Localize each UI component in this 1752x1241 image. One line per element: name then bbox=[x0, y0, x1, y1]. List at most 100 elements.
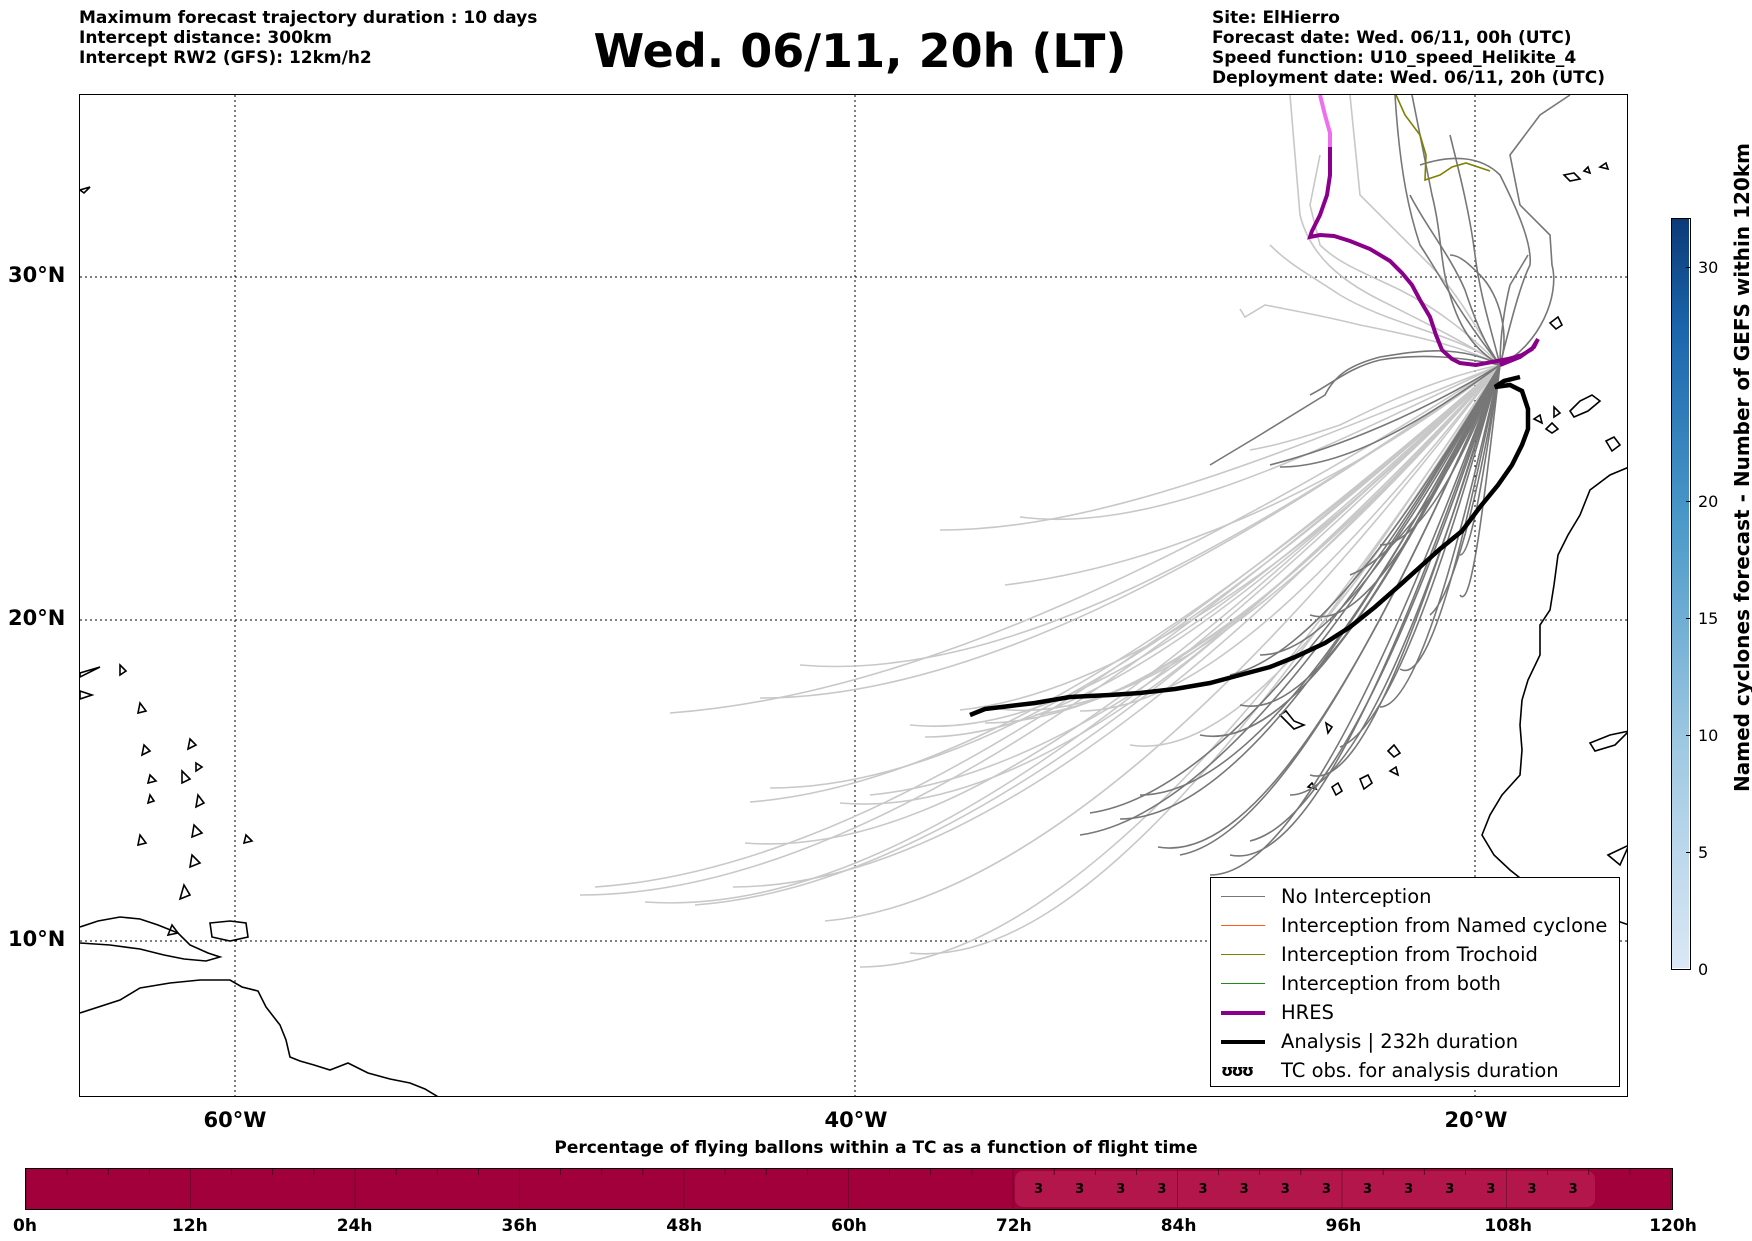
legend-swatch bbox=[1221, 983, 1265, 984]
progress-tick-label: 108h bbox=[1484, 1216, 1532, 1236]
coast-trinidad bbox=[209, 920, 249, 942]
coast-canary-islands bbox=[1532, 315, 1622, 453]
legend-label: No Interception bbox=[1281, 885, 1432, 908]
ensemble-track bbox=[1269, 364, 1501, 466]
legend-item-no-interception: No Interception bbox=[1221, 882, 1609, 911]
progress-tick-label: 60h bbox=[831, 1216, 867, 1236]
ensemble-track bbox=[1239, 364, 1501, 708]
progress-tick-label: 24h bbox=[336, 1216, 373, 1236]
ensemble-track bbox=[1209, 350, 1501, 466]
tc-percentage-cell: 3 bbox=[1321, 1181, 1331, 1197]
coast-cape-verde bbox=[1278, 709, 1402, 797]
site-text: Site: ElHierro bbox=[1212, 8, 1340, 28]
speed-function-text: Speed function: U10_speed_Helikite_4 bbox=[1212, 48, 1577, 68]
legend: No Interception Interception from Named … bbox=[1210, 877, 1620, 1087]
legend-item-hres: HRES bbox=[1221, 998, 1609, 1027]
legend-item-named-cyclone: Interception from Named cyclone bbox=[1221, 911, 1609, 940]
ensemble-track bbox=[594, 364, 1501, 888]
ensemble-track bbox=[1259, 364, 1501, 656]
progress-tick-label: 96h bbox=[1325, 1216, 1362, 1236]
tc-percentage-cell: 3 bbox=[1404, 1181, 1414, 1197]
tc-percentage-cell: 3 bbox=[1445, 1181, 1455, 1197]
ensemble-track bbox=[1079, 364, 1501, 836]
legend-item-tc-obs: ʊʊʊ TC obs. for analysis duration bbox=[1221, 1056, 1609, 1085]
ensemble-track bbox=[1394, 95, 1501, 366]
ensemble-track bbox=[1269, 244, 1501, 366]
ensemble-track bbox=[824, 364, 1501, 922]
ensemble-track bbox=[1459, 364, 1501, 556]
progress-tick-label: 36h bbox=[501, 1216, 538, 1236]
legend-label: HRES bbox=[1281, 1001, 1334, 1024]
progress-tick-label: 120h bbox=[1649, 1216, 1697, 1236]
hres-track bbox=[1307, 147, 1540, 368]
ensemble-track bbox=[1499, 95, 1571, 366]
colorbar-label: Named cyclones forecast - Number of GEFS… bbox=[1730, 143, 1752, 792]
ensemble-track bbox=[924, 364, 1501, 738]
ensemble-track bbox=[1399, 364, 1501, 672]
ensemble-track bbox=[1249, 364, 1501, 842]
ensemble-track bbox=[1249, 364, 1501, 451]
lon-label-20w: 20°W bbox=[1444, 1108, 1508, 1132]
tc-percentage-cell: 3 bbox=[1075, 1181, 1085, 1197]
colorbar-tick-15: 15 bbox=[1698, 609, 1719, 628]
ensemble-track bbox=[1289, 95, 1501, 366]
lon-label-40w: 40°W bbox=[824, 1108, 888, 1132]
legend-swatch bbox=[1221, 925, 1265, 926]
tc-percentage-cell: 3 bbox=[1157, 1181, 1167, 1197]
ensemble-track bbox=[1309, 154, 1501, 366]
lon-label-60w: 60°W bbox=[203, 1108, 267, 1132]
ensemble-track bbox=[1379, 364, 1501, 546]
coast-lesser-antilles bbox=[166, 737, 206, 937]
lat-label-30n: 30°N bbox=[8, 263, 66, 287]
ensemble-track bbox=[959, 364, 1501, 711]
tc-highlight-band bbox=[1015, 1171, 1595, 1207]
page-title: Wed. 06/11, 20h (LT) bbox=[593, 24, 1127, 78]
progress-title: Percentage of flying ballons within a TC… bbox=[554, 1138, 1198, 1158]
ensemble-track bbox=[769, 364, 1501, 789]
coast-africa bbox=[1481, 466, 1627, 926]
ensemble-track bbox=[1349, 364, 1501, 576]
ensemble-track bbox=[1459, 364, 1501, 598]
legend-label: Interception from Named cyclone bbox=[1281, 914, 1608, 937]
ensemble-track bbox=[909, 364, 1501, 727]
ensemble-track bbox=[1279, 364, 1501, 468]
tc-percentage-cell: 3 bbox=[1239, 1181, 1249, 1197]
header-left-info: Maximum forecast trajectory duration : 1… bbox=[79, 8, 537, 68]
colorbar-tick-0: 0 bbox=[1698, 960, 1709, 979]
trajectory-map[interactable]: No Interception Interception from Named … bbox=[79, 94, 1628, 1097]
ensemble-track bbox=[1409, 194, 1501, 366]
legend-item-both: Interception from both bbox=[1221, 969, 1609, 998]
tc-percentage-cell: 3 bbox=[1363, 1181, 1373, 1197]
tc-percentage-cell: 3 bbox=[1116, 1181, 1126, 1197]
ensemble-track bbox=[1239, 304, 1501, 366]
legend-swatch bbox=[1221, 954, 1265, 955]
colorbar-tick-30: 30 bbox=[1698, 258, 1719, 277]
tc-percentage-cell: 3 bbox=[1198, 1181, 1208, 1197]
ensemble-track bbox=[1129, 364, 1501, 747]
colorbar bbox=[1671, 218, 1691, 970]
ensemble-track bbox=[1004, 364, 1501, 586]
coast-caribbean-north bbox=[80, 916, 223, 962]
ensemble-track bbox=[1411, 95, 1501, 366]
ensemble-track bbox=[1339, 364, 1501, 748]
progress-tick-label: 0h bbox=[13, 1216, 37, 1236]
ensemble-track bbox=[1429, 364, 1501, 616]
tc-percentage-cell: 3 bbox=[1527, 1181, 1537, 1197]
ensemble-track bbox=[579, 364, 1501, 896]
ensemble-track bbox=[999, 364, 1501, 712]
progress-tick-label: 84h bbox=[1160, 1216, 1197, 1236]
ensemble-track bbox=[759, 364, 1501, 699]
hres-trajectory bbox=[1307, 95, 1540, 368]
lat-label-10n: 10°N bbox=[8, 927, 66, 951]
coast-islands-west bbox=[80, 186, 254, 847]
progress-tick-label: 12h bbox=[171, 1216, 208, 1236]
ensemble-track bbox=[909, 364, 1501, 955]
ensemble-track bbox=[1019, 364, 1501, 521]
coast-madeira bbox=[1562, 161, 1610, 182]
ensemble-track bbox=[799, 364, 1501, 668]
coast-south-america bbox=[80, 979, 439, 1096]
ensemble-track bbox=[1419, 157, 1531, 366]
gefs-trajectories-dark bbox=[1079, 95, 1571, 876]
forecast-date-text: Forecast date: Wed. 06/11, 00h (UTC) bbox=[1212, 28, 1572, 48]
hres-track-late bbox=[1318, 95, 1332, 147]
